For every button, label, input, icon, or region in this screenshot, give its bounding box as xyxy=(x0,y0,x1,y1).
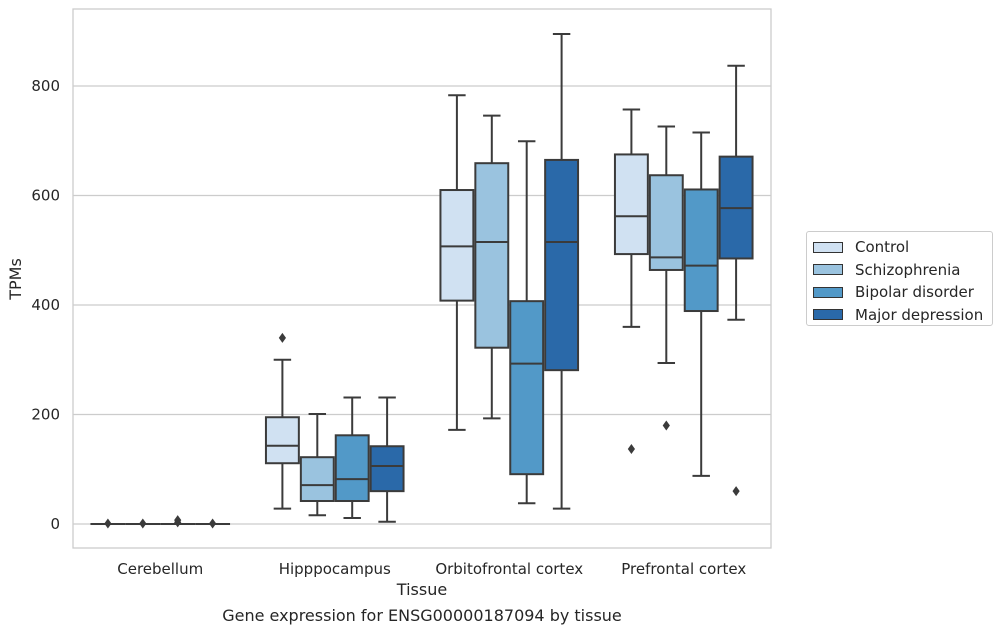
y-axis-label: TPMs xyxy=(6,258,25,301)
legend-swatch-schizophrenia xyxy=(813,264,843,276)
box-bipolar-disorder-orbitofrontal-cortex-body xyxy=(509,300,545,476)
box-major-depression-orbitofrontal-cortex xyxy=(544,32,580,510)
y-tick-label-200: 200 xyxy=(31,406,60,424)
plot-frame xyxy=(72,8,772,549)
box-bipolar-disorder-orbitofrontal-cortex xyxy=(509,140,545,505)
x-tick-labels: Cerebellum Hipppocampus Orbitofrontal cort… xyxy=(117,560,746,578)
legend-label-schizophrenia: Schizophrenia xyxy=(855,260,961,279)
figure-caption: Gene expression for ENSG00000187094 by t… xyxy=(222,606,622,625)
box-bipolar-disorder-hipppocampus xyxy=(334,396,370,519)
box-major-depression-cerebellum-outlier-0 xyxy=(209,518,217,529)
box-schizophrenia-cerebellum xyxy=(125,518,161,529)
y-tick-label-600: 600 xyxy=(31,187,60,205)
box-control-prefrontal-cortex-outlier-0 xyxy=(627,443,635,454)
box-major-depression-hipppocampus-body xyxy=(369,445,405,493)
legend-item-control: Control xyxy=(813,236,992,259)
box-major-depression-hipppocampus xyxy=(369,396,405,523)
x-tick-label-hipppocampus: Hipppocampus xyxy=(279,560,391,578)
x-tick-label-orbitofrontal-cortex: Orbitofrontal cortex xyxy=(435,560,583,578)
legend-item-major-depression: Major depression xyxy=(813,304,992,327)
box-control-orbitofrontal-cortex xyxy=(439,94,475,431)
box-control-prefrontal-cortex-body xyxy=(613,153,649,256)
box-bipolar-disorder-prefrontal-cortex-body xyxy=(683,188,719,313)
plot-area-background xyxy=(73,9,771,548)
box-major-depression-orbitofrontal-cortex-body xyxy=(544,158,580,372)
box-bipolar-disorder-prefrontal-cortex xyxy=(683,131,719,477)
box-schizophrenia-cerebellum-outlier-0 xyxy=(139,518,147,529)
box-control-hipppocampus-outlier-0 xyxy=(278,332,286,343)
box-schizophrenia-orbitofrontal-cortex xyxy=(474,114,510,420)
legend-label-major-depression: Major depression xyxy=(855,305,984,324)
box-bipolar-disorder-cerebellum-outlier-1 xyxy=(174,515,182,526)
box-schizophrenia-hipppocampus xyxy=(299,412,335,517)
legend-swatch-control xyxy=(813,241,843,253)
box-schizophrenia-prefrontal-cortex xyxy=(648,125,684,431)
legend-label-bipolar-disorder: Bipolar disorder xyxy=(855,283,974,302)
box-control-orbitofrontal-cortex-body xyxy=(439,189,475,302)
x-axis-label: Tissue xyxy=(396,580,447,599)
legend: Control Schizophrenia Bipolar disorder M… xyxy=(806,231,993,326)
box-control-cerebellum-outlier-0 xyxy=(104,518,112,529)
box-major-depression-cerebellum xyxy=(195,518,231,529)
x-tick-label-cerebellum: Cerebellum xyxy=(117,560,203,578)
box-control-hipppocampus-body xyxy=(264,416,300,465)
box-major-depression-prefrontal-cortex-outlier-0 xyxy=(732,486,740,497)
y-tick-label-800: 800 xyxy=(31,77,60,95)
box-schizophrenia-prefrontal-cortex-outlier-0 xyxy=(662,420,670,431)
y-tick-label-0: 0 xyxy=(50,515,60,533)
y-tick-label-400: 400 xyxy=(31,296,60,314)
legend-item-schizophrenia: Schizophrenia xyxy=(813,259,992,282)
box-schizophrenia-hipppocampus-body xyxy=(299,456,335,503)
box-schizophrenia-prefrontal-cortex-body xyxy=(648,174,684,271)
box-control-hipppocampus xyxy=(264,332,300,510)
legend-swatch-bipolar-disorder xyxy=(813,286,843,298)
boxes-layer xyxy=(90,32,754,529)
x-tick-label-prefrontal-cortex: Prefrontal cortex xyxy=(621,560,746,578)
legend-label-control: Control xyxy=(855,238,910,257)
box-control-cerebellum xyxy=(90,518,126,529)
box-control-prefrontal-cortex xyxy=(613,108,649,454)
box-major-depression-prefrontal-cortex xyxy=(718,64,754,497)
box-bipolar-disorder-cerebellum xyxy=(160,515,196,528)
legend-swatch-major-depression xyxy=(813,309,843,321)
legend-item-bipolar-disorder: Bipolar disorder xyxy=(813,281,992,304)
box-bipolar-disorder-hipppocampus-body xyxy=(334,434,370,503)
y-tick-labels: 0 200 400 600 800 xyxy=(31,77,60,533)
box-schizophrenia-orbitofrontal-cortex-body xyxy=(474,162,510,349)
